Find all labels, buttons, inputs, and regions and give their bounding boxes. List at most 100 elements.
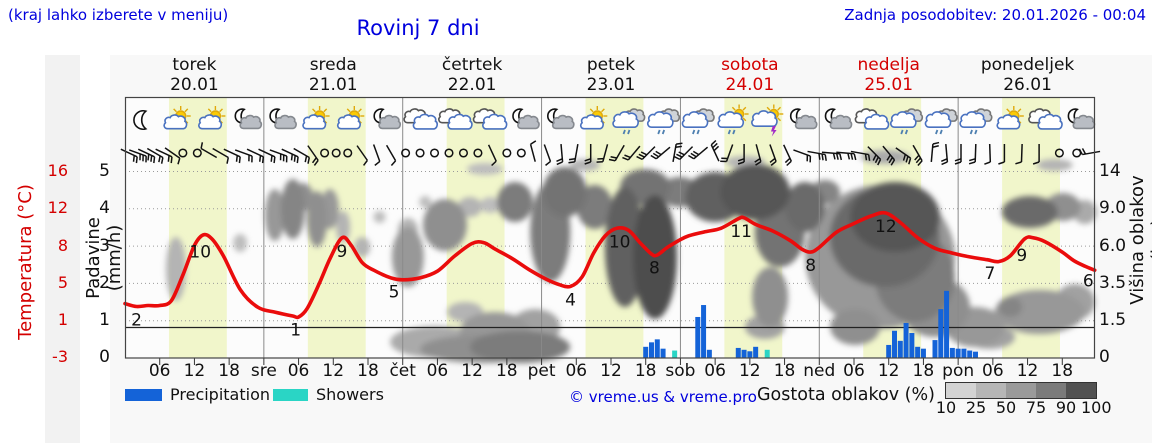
cloud-shape xyxy=(681,111,709,129)
calm-wind-icon xyxy=(331,148,341,158)
barb-feather xyxy=(285,156,288,163)
cloud-shape xyxy=(378,114,402,130)
day-header: sobota 24.01 xyxy=(680,55,819,95)
calm-wind-icon xyxy=(178,148,188,158)
calm-wind-icon xyxy=(502,148,512,158)
cloud-density-label: Gostota oblakov (%) xyxy=(757,385,935,405)
barb-feather xyxy=(491,160,497,167)
weather-icon-moon-cloud xyxy=(546,108,575,130)
cloud-layer xyxy=(165,150,1097,363)
barb-feather xyxy=(968,161,976,165)
rain-marks xyxy=(969,129,978,135)
temp-value-label: 9 xyxy=(1016,246,1027,266)
cloud-shape xyxy=(717,111,745,129)
cloud-blob xyxy=(354,237,371,257)
barb-feather xyxy=(713,145,720,152)
day-header: nedelja 25.01 xyxy=(819,55,958,95)
precipitation-swatch xyxy=(125,389,162,401)
day-abbr-label: pon xyxy=(942,361,975,381)
barb-feather xyxy=(282,154,285,162)
barb-feather xyxy=(147,154,150,161)
cloud-shape xyxy=(482,113,508,130)
cloud-shape xyxy=(996,114,1021,130)
barb-feather xyxy=(238,156,241,164)
wind-barb-icon xyxy=(596,144,609,163)
wind-barb-icon xyxy=(137,148,156,164)
wind-barb-icon xyxy=(269,149,288,163)
barb-feather xyxy=(248,154,250,162)
hour-label: 12 xyxy=(600,361,622,381)
barb-feather xyxy=(941,158,948,162)
barb-staff xyxy=(988,143,992,163)
barb-feather xyxy=(676,142,683,145)
precip-bar xyxy=(886,344,892,358)
showers-label: Showers xyxy=(316,385,384,404)
rain-marks xyxy=(692,129,700,135)
barb-feather xyxy=(650,154,657,160)
wind-barb-icon xyxy=(281,148,299,164)
wind-barb-icon xyxy=(821,151,843,161)
barb-feather xyxy=(755,161,762,166)
day-abbr-label: sre xyxy=(250,361,277,381)
day-date: 25.01 xyxy=(864,75,914,95)
cloud-scale-label: 25 xyxy=(965,398,987,417)
barb-feather xyxy=(235,155,239,162)
cloud-blob xyxy=(1001,196,1058,228)
barb-feather xyxy=(770,160,777,166)
hour-label: 06 xyxy=(982,361,1004,381)
hour-label: 18 xyxy=(495,361,518,381)
day-name: nedelja xyxy=(857,55,920,75)
rain-marks xyxy=(900,129,909,135)
hour-label: 12 xyxy=(877,361,900,381)
sun-ray xyxy=(219,108,223,113)
day-name: torek xyxy=(172,55,217,75)
barb-feather xyxy=(1078,148,1083,155)
rain-tick xyxy=(657,129,661,135)
cloud-shape xyxy=(751,110,778,128)
day-date: 26.01 xyxy=(1003,75,1052,95)
precip-bar xyxy=(944,290,950,358)
cloud-scale-label: 100 xyxy=(1081,398,1112,417)
cloud-scale-label: 50 xyxy=(995,398,1017,417)
sun-ray xyxy=(731,106,736,111)
barb-feather xyxy=(954,161,962,165)
rain-tick xyxy=(622,129,626,135)
wind-barb-icon xyxy=(737,144,745,165)
precip-tick-label: 0 xyxy=(99,347,110,367)
wind-barb-icon xyxy=(754,144,762,166)
cloud-blob xyxy=(784,182,825,232)
barb-feather xyxy=(290,154,294,161)
hour-label: 12 xyxy=(1016,361,1039,381)
barb-feather xyxy=(867,154,871,161)
wind-barb-icon xyxy=(307,145,319,166)
wind-barb-icon xyxy=(783,144,792,167)
barb-feather xyxy=(132,155,136,162)
weather-icon-cloud-rain xyxy=(681,108,715,135)
precip-bar xyxy=(897,340,903,358)
barb-feather xyxy=(1032,161,1040,165)
cloud-blob xyxy=(264,189,285,241)
barb-feather xyxy=(784,157,791,164)
barb-feather xyxy=(688,154,695,160)
calm-wind-icon xyxy=(444,148,454,158)
cloud-blob xyxy=(466,163,503,175)
temp-tick-label: 16 xyxy=(47,161,68,180)
barb-staff xyxy=(164,147,181,159)
hour-label: 12 xyxy=(322,361,345,381)
cloud-blob xyxy=(752,267,789,327)
sun-ray xyxy=(742,106,747,111)
copyright-link[interactable]: © vreme.us & vreme.pro xyxy=(569,388,757,406)
barb-feather xyxy=(622,156,629,161)
barb-feather xyxy=(769,157,776,163)
cloud-shape xyxy=(1072,114,1096,130)
barb-feather xyxy=(556,161,563,166)
wind-barb-icon xyxy=(968,143,977,165)
wind-barb-icon xyxy=(1015,143,1023,165)
barb-feather xyxy=(710,139,717,146)
wind-barb-icon xyxy=(998,144,1006,165)
showers-bar xyxy=(672,350,678,358)
barb-feather xyxy=(655,150,662,156)
barb-feather xyxy=(754,157,761,163)
sun-ray xyxy=(184,108,189,113)
calm-wind-icon xyxy=(343,148,353,158)
